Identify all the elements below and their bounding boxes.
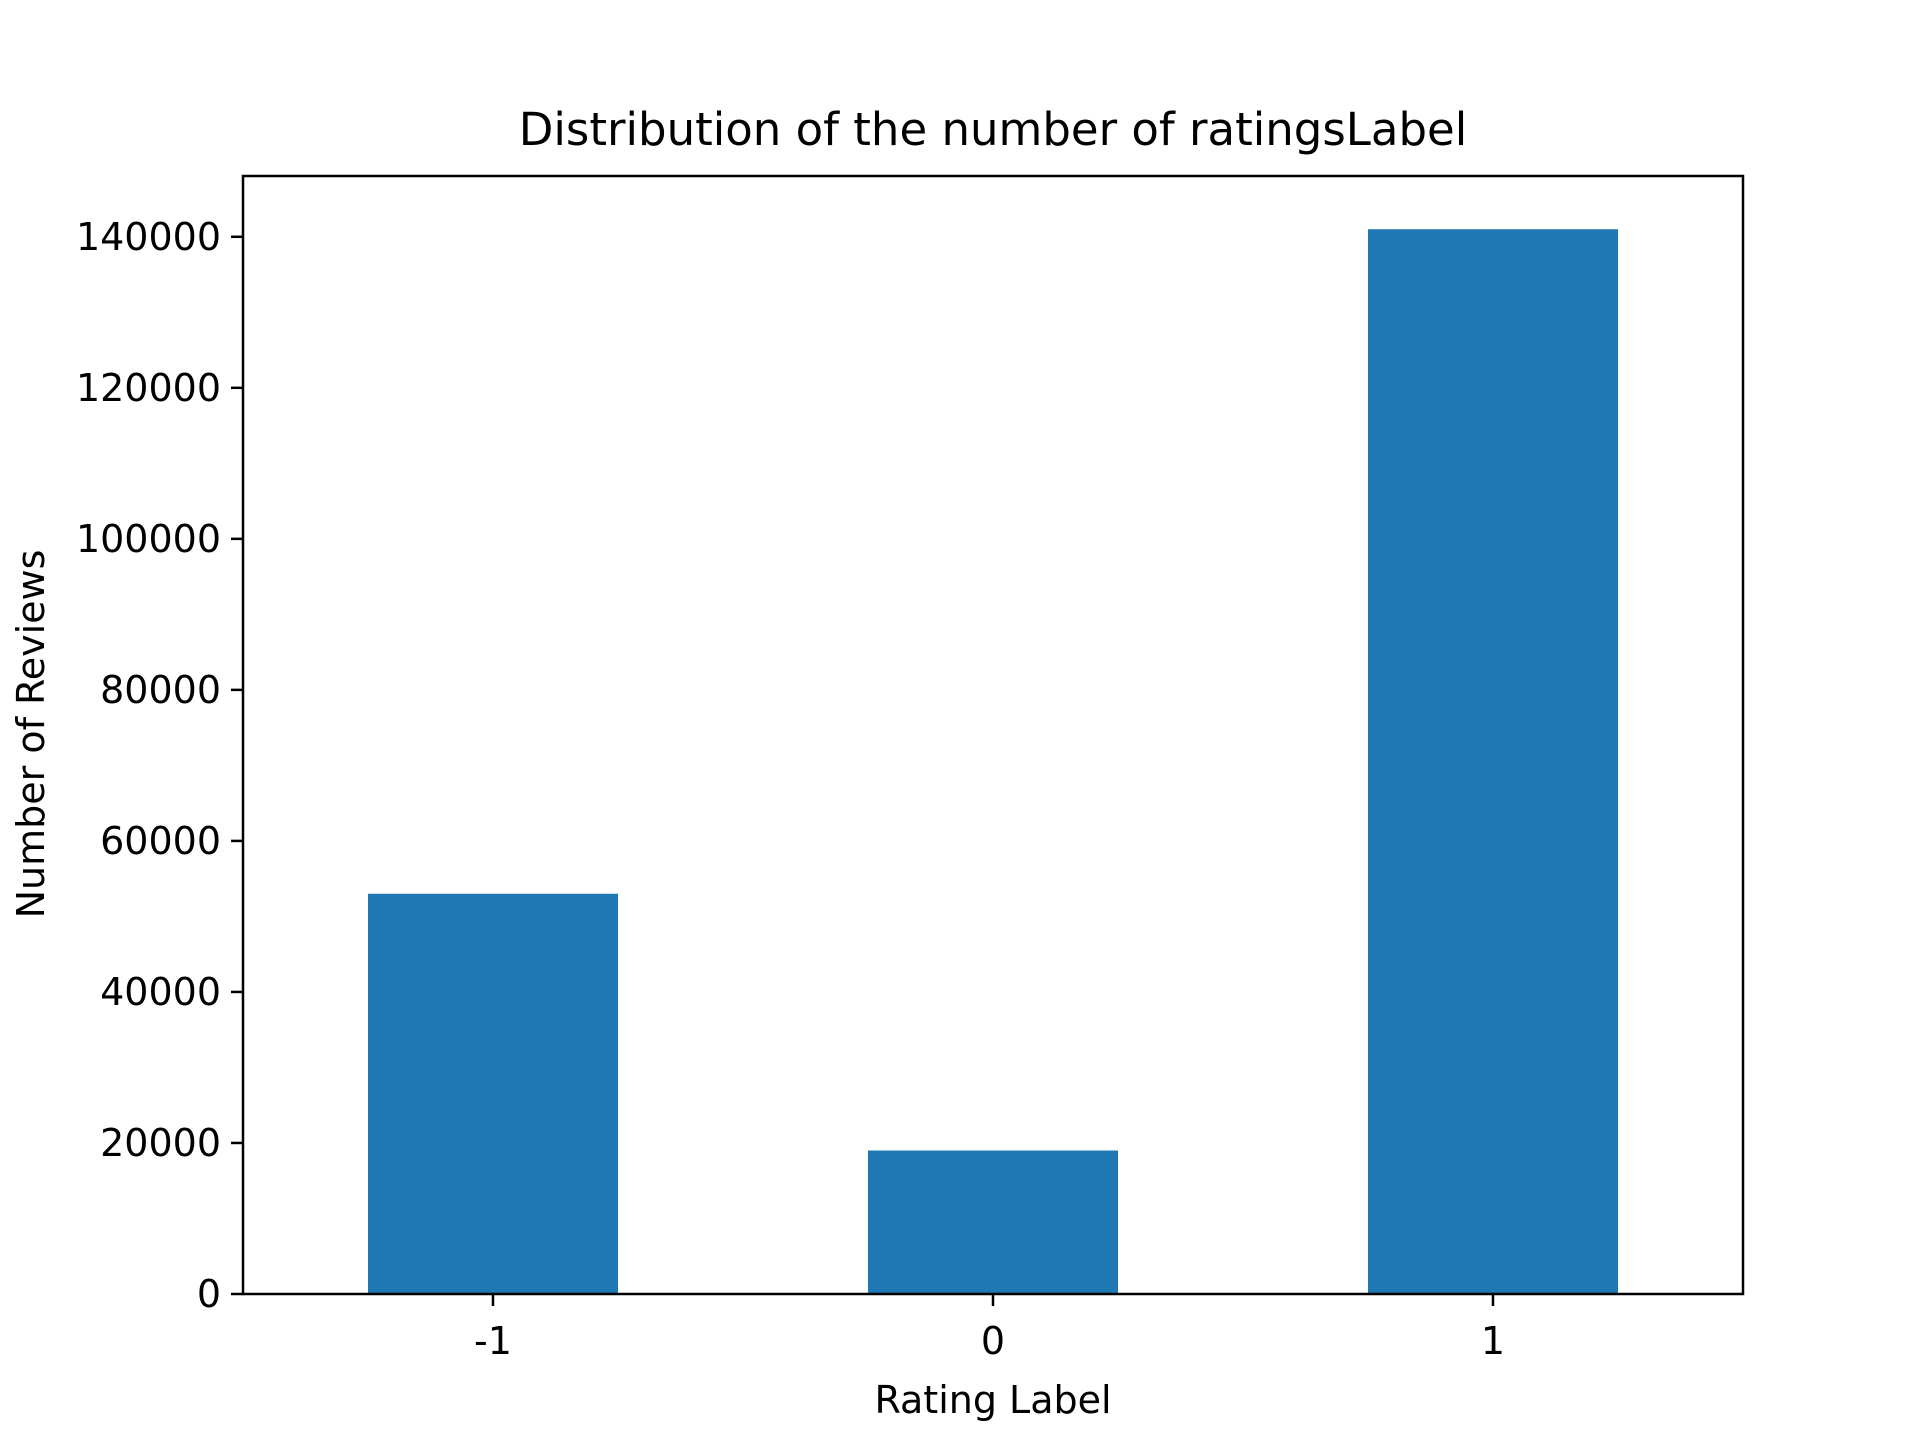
x-tick-label: 1	[1481, 1319, 1505, 1363]
x-tick-label: -1	[474, 1319, 512, 1363]
chart-title: Distribution of the number of ratingsLab…	[519, 103, 1467, 156]
bar--1	[368, 893, 618, 1294]
bar-0	[868, 1150, 1118, 1294]
y-tick-label: 0	[197, 1272, 221, 1316]
y-tick-label: 60000	[100, 819, 221, 863]
y-tick-label: 100000	[76, 517, 221, 561]
bar-1	[1368, 229, 1618, 1295]
bars-group	[368, 229, 1618, 1295]
y-tick-label: 120000	[76, 366, 221, 410]
y-tick-label: 40000	[100, 970, 221, 1014]
y-tick-label: 80000	[100, 668, 221, 712]
y-axis-label: Number of Reviews	[9, 550, 53, 919]
x-axis-label: Rating Label	[874, 1378, 1111, 1422]
x-axis-ticks: -1 0 1	[474, 1294, 1505, 1363]
x-tick-label: 0	[981, 1319, 1005, 1363]
y-tick-label: 140000	[76, 215, 221, 259]
plot-frame	[241, 174, 1745, 1296]
y-axis-ticks: 0 20000 40000 60000 80000 100000 120000 140000	[76, 215, 243, 1316]
y-tick-label: 20000	[100, 1121, 221, 1165]
